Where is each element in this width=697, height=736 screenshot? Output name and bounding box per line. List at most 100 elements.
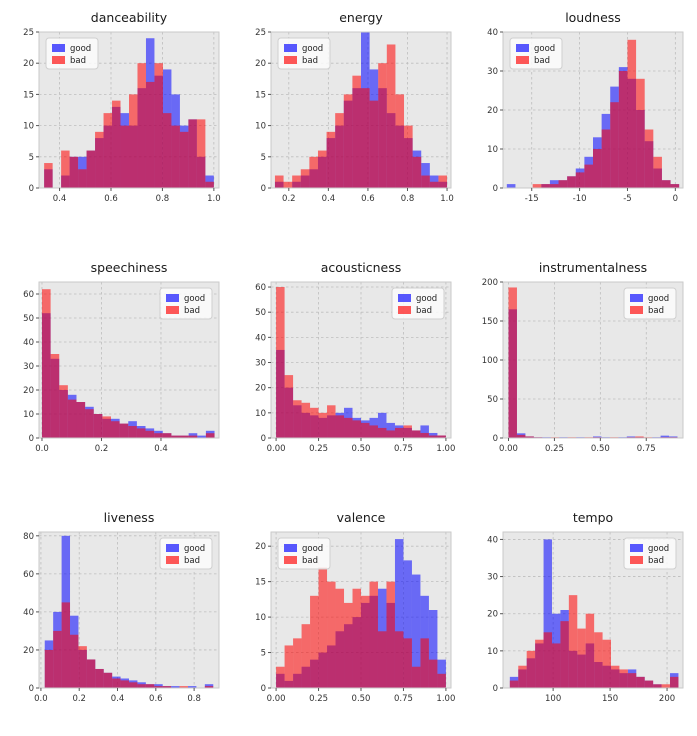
- hist-bar-bad: [661, 180, 671, 188]
- hist-bar-bad: [95, 668, 104, 688]
- x-tick-label: 0.50: [352, 694, 371, 704]
- subplot-acousticness: acousticness 0.00 0.25 0.50 0.75 1.00 0 10 20 30…: [236, 258, 461, 463]
- hist-bar-bad: [335, 113, 344, 188]
- hist-bar-bad: [120, 680, 129, 688]
- hist-bar-bad: [525, 436, 534, 438]
- legend-label-bad: bad: [302, 56, 318, 66]
- y-tick-label: 200: [482, 278, 498, 288]
- hist-bar-bad: [636, 676, 645, 688]
- hist-bar-bad: [103, 113, 113, 188]
- hist-bar-bad: [535, 639, 544, 688]
- y-tick-label: 15: [255, 90, 266, 100]
- y-tick-label: 20: [487, 106, 498, 116]
- hist-bar-bad: [301, 402, 311, 438]
- hist-bar-bad: [619, 669, 628, 688]
- hist-bar-bad: [205, 433, 215, 438]
- hist-bar-bad: [344, 417, 353, 438]
- instrumentalness-histogram: instrumentalness 0.00 0.25 0.50 0.75 0 50 100 1…: [482, 260, 684, 454]
- legend-patch-bad: [284, 556, 297, 564]
- hist-bar-bad: [394, 631, 404, 688]
- y-tick-label: 0: [261, 684, 266, 694]
- y-tick-label: 0: [493, 684, 498, 694]
- hist-bar-bad: [154, 63, 163, 189]
- y-tick-label: 10: [255, 613, 266, 623]
- hist-bar-bad: [577, 628, 586, 688]
- hist-bar-bad: [644, 129, 654, 188]
- hist-bar-bad: [205, 181, 214, 188]
- hist-bar-bad: [301, 624, 311, 688]
- hist-bar-bad: [310, 407, 319, 438]
- y-tick-label: 10: [255, 122, 266, 132]
- y-tick-label: 0: [29, 434, 34, 444]
- hist-bar-bad: [283, 181, 293, 188]
- acousticness-histogram: acousticness 0.00 0.25 0.50 0.75 1.00 0 10 20 30…: [255, 260, 455, 454]
- hist-bar-bad: [361, 422, 370, 438]
- y-tick-label: 40: [255, 333, 266, 343]
- hist-bar-bad: [575, 172, 585, 188]
- hist-bar-bad: [352, 420, 361, 438]
- x-tick-label: -10: [573, 194, 587, 204]
- hist-bar-bad: [112, 678, 121, 688]
- legend-patch-good: [630, 544, 643, 552]
- hist-bar-bad: [171, 435, 181, 438]
- y-tick-label: 50: [255, 308, 266, 318]
- x-tick-label: 0.2: [72, 694, 86, 704]
- chart-title: valence: [337, 510, 386, 525]
- hist-bar-bad: [136, 428, 146, 438]
- hist-bar-bad: [284, 375, 294, 438]
- hist-bar-bad: [145, 430, 155, 438]
- legend-patch-bad: [284, 56, 297, 64]
- legend-patch-good: [398, 294, 411, 302]
- hist-bar-bad: [111, 421, 120, 438]
- hist-bar-bad: [543, 632, 552, 688]
- y-tick-label: 0: [261, 434, 266, 444]
- y-tick-label: 20: [255, 59, 266, 69]
- hist-bar-bad: [585, 613, 595, 688]
- y-tick-label: 10: [23, 410, 34, 420]
- axes-spine: [38, 281, 220, 439]
- y-tick-label: 0: [261, 184, 266, 194]
- hist-bar-bad: [541, 184, 550, 188]
- chart-title: speechiness: [91, 260, 168, 275]
- y-tick-label: 5: [261, 153, 266, 163]
- hist-bar-bad: [403, 638, 412, 688]
- x-tick-label: 0.4: [111, 694, 125, 704]
- hist-bar-bad: [326, 131, 336, 188]
- legend-patch-good: [284, 44, 297, 52]
- hist-bar-bad: [526, 650, 536, 688]
- hist-bar-bad: [102, 416, 111, 438]
- y-tick-label: 10: [23, 122, 34, 132]
- hist-bar-bad: [516, 434, 526, 438]
- x-tick-label: 1.00: [436, 694, 455, 704]
- y-tick-label: 30: [255, 359, 266, 369]
- hist-bar-bad: [421, 175, 430, 188]
- hist-bar-bad: [670, 676, 679, 688]
- hist-bar-good: [386, 422, 395, 438]
- hist-bar-bad: [318, 567, 328, 688]
- legend-label-bad: bad: [416, 306, 432, 316]
- hist-bar-bad: [61, 150, 70, 188]
- hist-bar-bad: [204, 686, 214, 688]
- hist-bar-good: [428, 610, 438, 688]
- hist-bar-bad: [310, 595, 319, 688]
- y-tick-label: 25: [255, 28, 266, 38]
- hist-bar-bad: [61, 602, 71, 688]
- hist-bar-bad: [394, 427, 404, 438]
- hist-bar-bad: [420, 432, 429, 438]
- hist-bar-bad: [69, 156, 79, 188]
- hist-bar-bad: [59, 385, 68, 438]
- hist-bar-bad: [145, 81, 155, 188]
- x-tick-label: 0.0: [34, 694, 48, 704]
- hist-bar-bad: [119, 423, 129, 438]
- y-tick-label: 0: [29, 684, 34, 694]
- hist-bar-bad: [610, 102, 619, 188]
- legend-label-bad: bad: [184, 556, 200, 566]
- y-tick-label: 15: [23, 90, 34, 100]
- hist-bar-bad: [568, 595, 578, 688]
- hist-bar-bad: [518, 665, 527, 688]
- x-tick-label: 0.75: [394, 444, 413, 454]
- x-tick-label: 0.50: [591, 444, 610, 454]
- hist-bar-bad: [44, 649, 54, 688]
- y-tick-label: 80: [23, 532, 34, 542]
- hist-bar-bad: [352, 588, 361, 688]
